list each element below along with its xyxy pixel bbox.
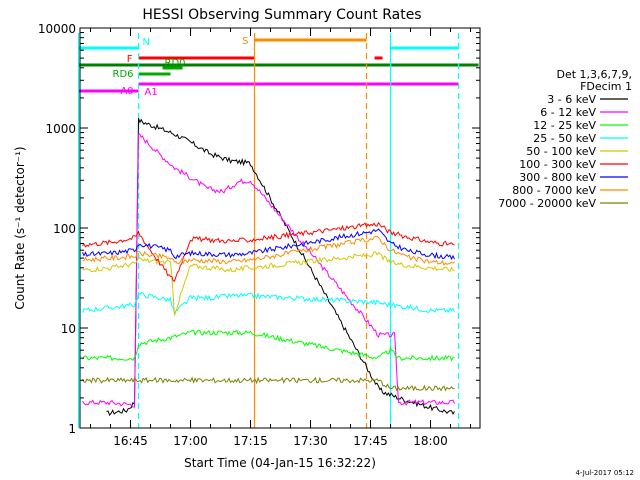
flag-label-A1: A1 [145,87,158,98]
series-line-5 [82,221,455,282]
series-line-2 [82,329,455,362]
y-tick-label-2: 100 [53,222,76,236]
legend-header-1: FDecim 1 [580,80,632,93]
series-line-6 [82,228,455,261]
legend-label-0: 3 - 6 keV [547,93,596,106]
legend-label-5: 100 - 300 keV [519,158,596,171]
legend-header-0: Det 1,3,6,7,9, [556,68,632,81]
y-axis-label: Count Rate (s⁻¹ detector⁻¹) [13,146,27,309]
x-tick-label-0: 16:45 [113,434,148,448]
x-axis-label: Start Time (04-Jan-15 16:32:22) [184,456,376,470]
legend-label-1: 6 - 12 keV [540,106,596,119]
flag-layer: N S F RD0 RD6 A0 A1 [78,36,479,98]
flag-label-S: S [242,36,248,47]
x-tick-label-3: 17:30 [293,434,328,448]
y-tick-label-0: 1 [68,422,76,436]
series-line-3 [82,291,455,316]
legend-label-2: 12 - 25 keV [533,119,596,132]
x-tick-label-4: 17:45 [353,434,388,448]
x-tick-label-2: 17:15 [233,434,268,448]
axes-layer: 16:45 17:00 17:15 17:30 17:45 18:00 1 10 100 1000… [38,22,480,448]
y-tick-label-1: 10 [61,322,76,336]
x-tick-label-5: 18:00 [413,434,448,448]
legend-label-6: 300 - 800 keV [519,171,596,184]
x-tick-label-1: 17:00 [173,434,208,448]
flag-label-F: F [127,54,133,65]
series-line-7 [82,235,455,266]
series-line-1 [82,133,455,408]
flag-label-A0: A0 [120,86,133,97]
legend-label-8: 7000 - 20000 keV [498,197,596,210]
flag-label-RD6: RD6 [113,69,134,80]
series-layer [82,118,455,417]
series-line-4 [82,251,455,316]
flag-label-RD0: RD0 [165,58,186,69]
chart-title: HESSI Observing Summary Count Rates [142,7,421,23]
legend-label-7: 800 - 7000 keV [512,184,596,197]
legend-label-3: 25 - 50 keV [533,132,596,145]
legend-label-4: 50 - 100 keV [526,145,596,158]
y-tick-label-4: 10000 [38,22,76,36]
y-tick-label-3: 1000 [45,122,76,136]
flag-label-N: N [143,37,150,48]
series-line-0 [106,118,455,417]
timestamp: 4-Jul-2017 05:12 [575,469,634,477]
series-line-8 [82,376,455,392]
